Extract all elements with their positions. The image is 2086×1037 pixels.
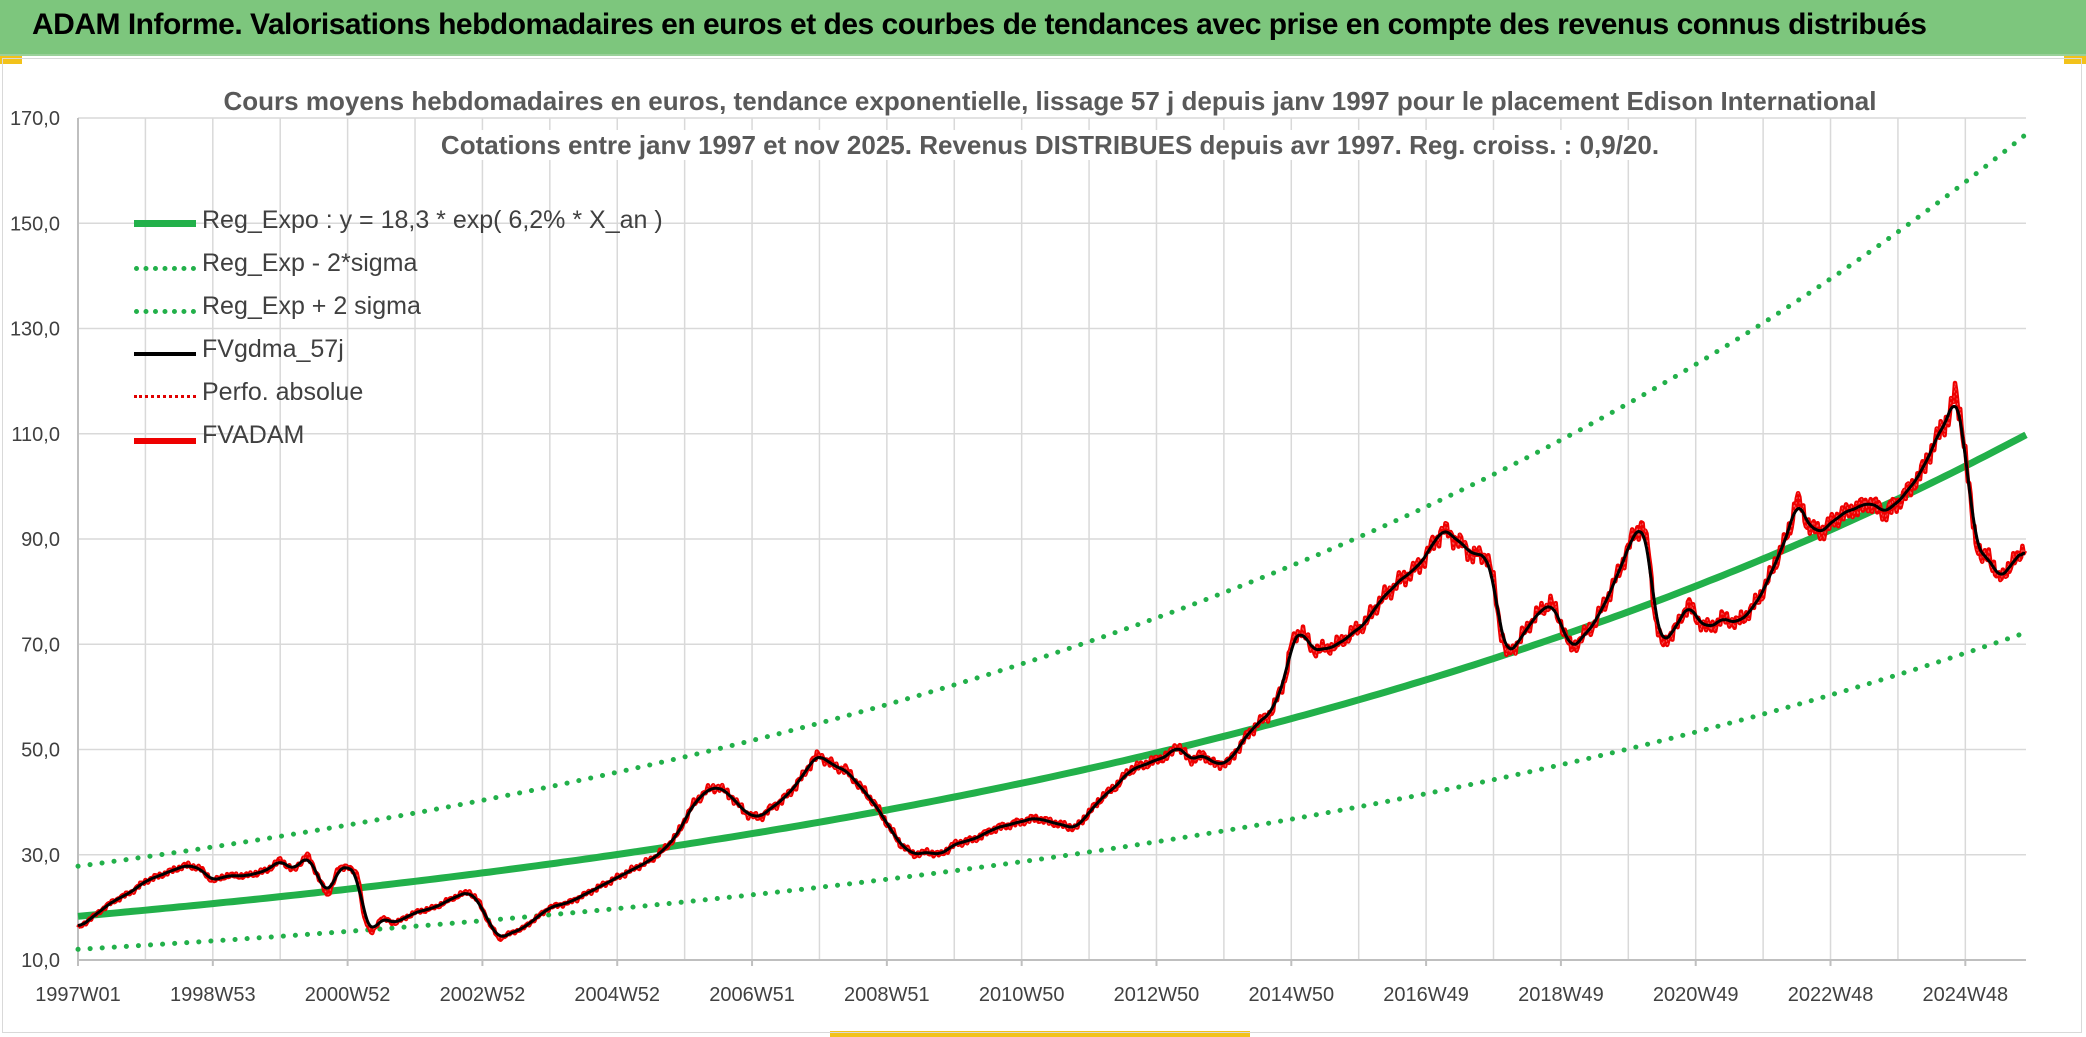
chart-title: Cours moyens hebdomadaires en euros, ten… [200,86,1900,117]
y-tick-label: 10,0 [21,950,60,972]
report-title: ADAM Informe. Valorisations hebdomadaire… [32,8,1927,41]
report-banner: ADAM Informe. Valorisations hebdomadaire… [0,0,2086,56]
chart-axes: 10,0 30,0 50,0 70,0 90,0 110,0 130,0 150,0 170,0… [10,108,2026,1006]
legend-label-reg-expo: Reg_Expo : y = 18,3 * exp( 6,2% * X_an ) [202,206,663,234]
chart-series [75,131,2029,952]
legend-swatch-fvgdma [134,352,196,356]
legend-item-fvadam: FVADAM [134,419,694,462]
y-tick-label: 170,0 [10,108,60,130]
legend-label-reg-exp-minus: Reg_Exp - 2*sigma [202,249,418,277]
legend-swatch-reg-exp-minus [134,266,196,271]
corner-mark-bottom [830,1031,1250,1037]
legend-label-reg-exp-plus: Reg_Exp + 2 sigma [202,292,421,320]
legend-label-fvadam: FVADAM [202,421,305,449]
y-tick-label: 110,0 [11,424,60,446]
y-tick-label: 50,0 [21,740,60,762]
chart-grid [78,117,2026,961]
x-tick-label: 2010W50 [979,984,1065,1006]
legend-swatch-reg-expo [134,220,196,227]
y-tick-label: 70,0 [21,634,60,656]
y-tick-label: 30,0 [21,845,60,867]
chart-title-text: Cours moyens hebdomadaires en euros, ten… [217,86,1883,116]
x-tick-label: 2000W52 [305,984,391,1006]
series-reg-expo [77,431,2028,920]
legend-swatch-perfo [134,395,196,398]
chart-subtitle: Cotations entre janv 1997 et nov 2025. R… [200,130,1900,161]
y-tick-label: 90,0 [21,529,60,551]
x-tick-label: 2022W48 [1788,984,1874,1006]
x-tick-label: 2008W51 [844,984,930,1006]
x-tick-label: 1997W01 [35,984,121,1006]
series-reg-exp-minus-2sigma [75,630,2029,952]
legend-label-perfo: Perfo. absolue [202,378,364,406]
series-fvgdma-57j [77,404,2026,938]
x-tick-label: 2004W52 [574,984,660,1006]
x-tick-label: 1998W53 [170,984,256,1006]
y-tick-label: 150,0 [10,213,60,235]
legend-item-reg-exp-plus: Reg_Exp + 2 sigma [134,290,694,333]
x-tick-label: 2020W49 [1653,984,1739,1006]
x-tick-label: 2012W50 [1114,984,1200,1006]
legend-swatch-reg-exp-plus [134,309,196,314]
legend-swatch-fvadam [134,438,196,444]
chart-frame [2,58,2082,1033]
legend-item-reg-exp-minus: Reg_Exp - 2*sigma [134,247,694,290]
series-reg-exp-plus-2sigma [75,131,2029,869]
corner-mark-right [2064,56,2086,64]
x-tick-label: 2018W49 [1518,984,1604,1006]
legend-item-reg-expo: Reg_Expo : y = 18,3 * exp( 6,2% * X_an ) [134,204,694,247]
legend-item-perfo: Perfo. absolue [134,376,694,419]
chart-legend: Reg_Expo : y = 18,3 * exp( 6,2% * X_an )… [134,204,694,462]
x-tick-label: 2002W52 [440,984,526,1006]
legend-label-fvgdma: FVgdma_57j [202,335,344,363]
corner-mark-left [0,56,22,64]
x-tick-label: 2014W50 [1248,984,1334,1006]
legend-item-fvgdma: FVgdma_57j [134,333,694,376]
y-tick-label: 130,0 [10,319,60,341]
x-tick-label: 2016W49 [1383,984,1469,1006]
x-tick-label: 2006W51 [709,984,795,1006]
x-tick-label: 2024W48 [1923,984,2009,1006]
chart-subtitle-text: Cotations entre janv 1997 et nov 2025. R… [434,130,1666,160]
